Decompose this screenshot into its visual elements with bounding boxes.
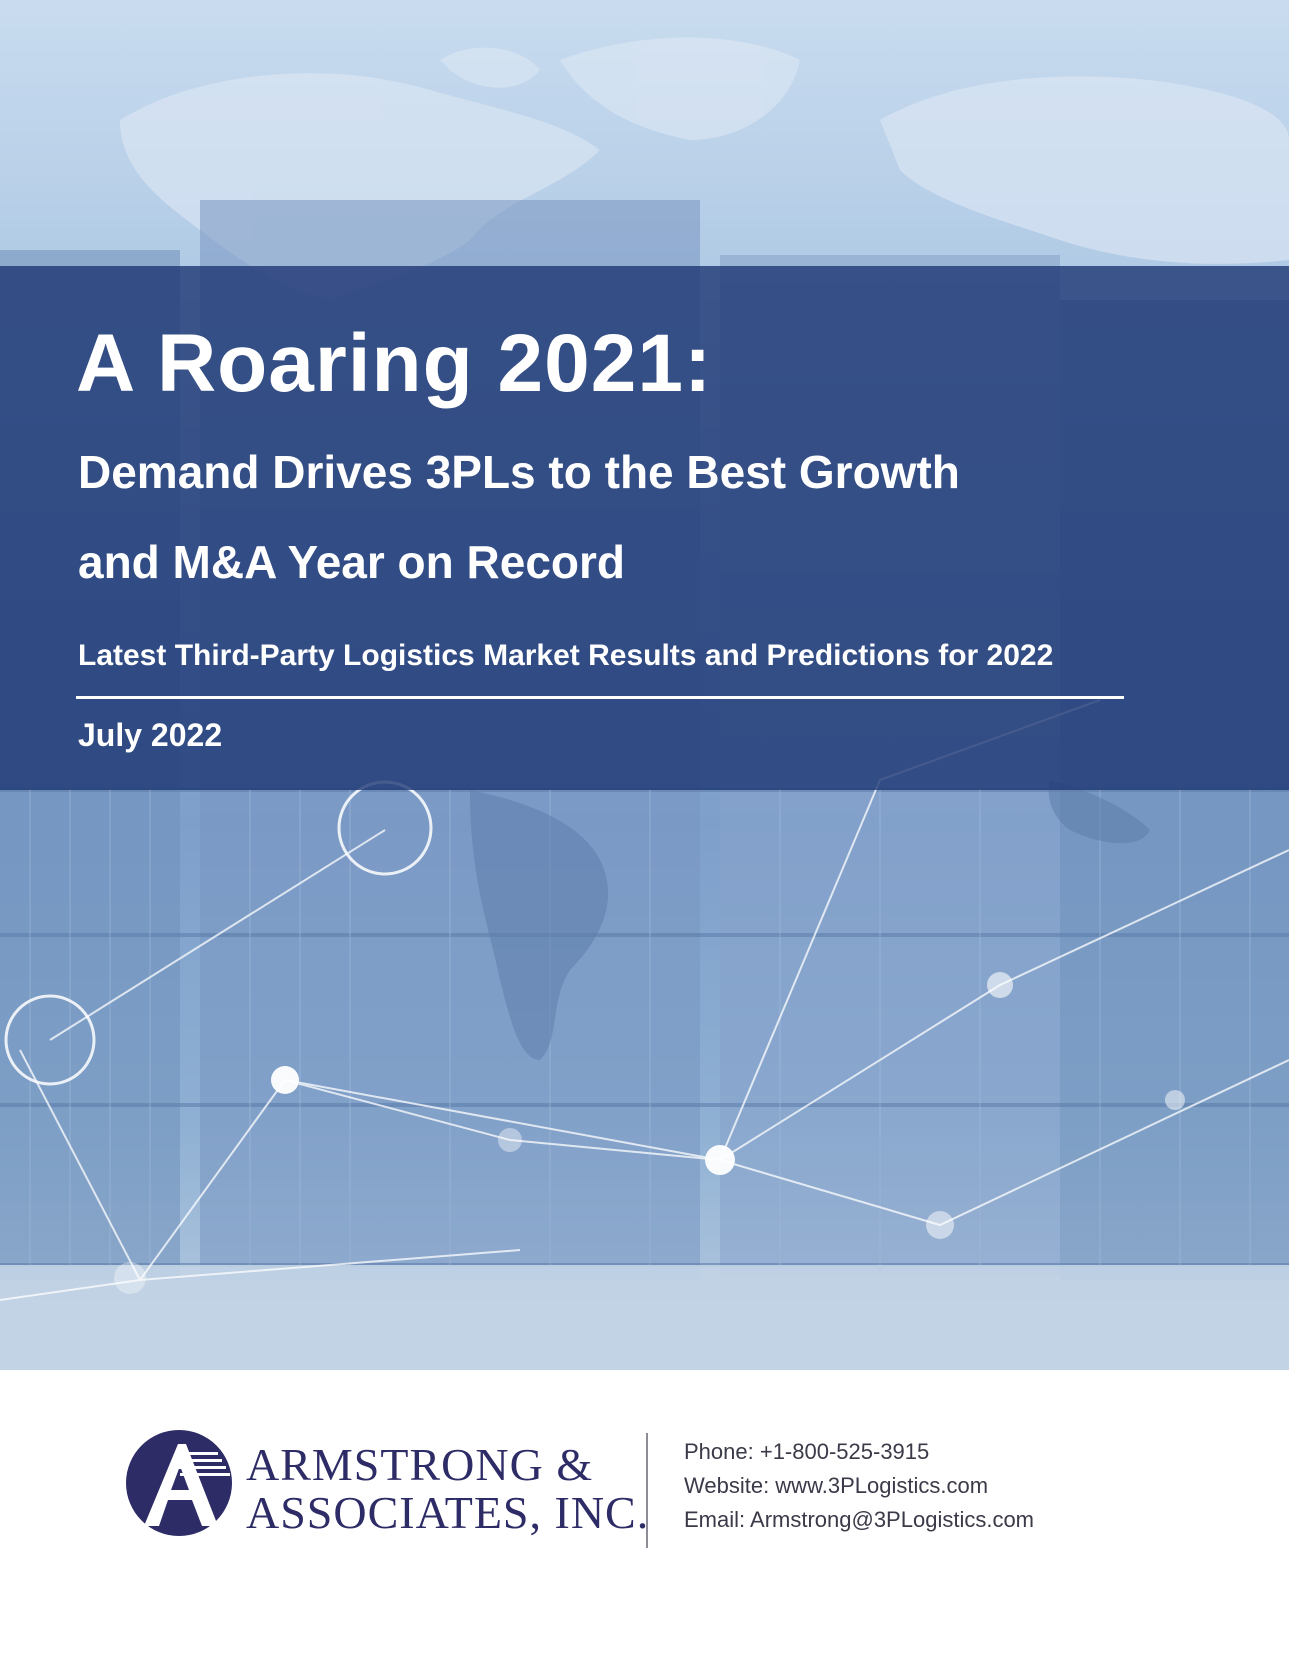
- report-date: July 2022: [78, 717, 223, 753]
- contact-website[interactable]: Website: www.3PLogistics.com: [684, 1473, 989, 1498]
- title-divider: [76, 696, 1124, 699]
- report-subtitle-line-2: and M&A Year on Record: [78, 536, 626, 588]
- company-name-line-1: ARMSTRONG &: [246, 1439, 594, 1490]
- footer-divider: [646, 1433, 648, 1548]
- armstrong-a-logo-icon: [126, 1430, 232, 1536]
- hero-image: [0, 0, 1289, 1370]
- contact-phone[interactable]: Phone: +1-800-525-3915: [684, 1439, 930, 1464]
- report-title: A Roaring 2021:: [76, 318, 713, 409]
- report-subtitle-line-1: Demand Drives 3PLs to the Best Growth: [78, 446, 960, 498]
- report-tagline: Latest Third-Party Logistics Market Resu…: [78, 639, 1054, 672]
- title-band: [0, 266, 1289, 790]
- contact-email[interactable]: Email: Armstrong@3PLogistics.com: [684, 1507, 1035, 1532]
- company-name-line-2: ASSOCIATES, INC.: [246, 1487, 650, 1538]
